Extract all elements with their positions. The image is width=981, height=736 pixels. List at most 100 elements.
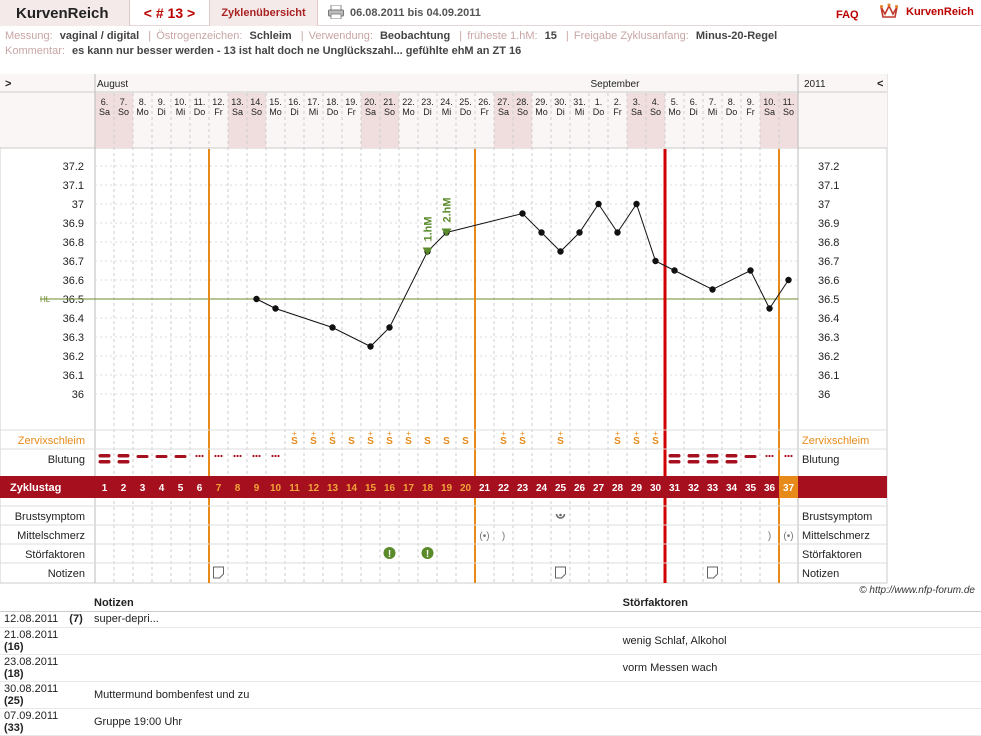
y-tick-right: 36.2	[818, 351, 839, 363]
cycle-day-number: 31	[669, 483, 681, 494]
hm-marker	[422, 247, 433, 256]
note-date: 30.08.2011 (25)	[0, 681, 90, 709]
note-date-text: 07.09.2011	[4, 709, 59, 722]
day-number: 10.	[174, 97, 187, 107]
cycle-switcher[interactable]: < # 13 >	[130, 0, 210, 26]
day-weekday: Do	[194, 107, 206, 117]
note-icon[interactable]	[213, 566, 224, 579]
disturbance-icon	[383, 547, 396, 559]
day-weekday: Do	[726, 107, 738, 117]
nav-next-button[interactable]: <	[877, 78, 883, 90]
day-weekday: Mi	[309, 107, 319, 117]
note-icon[interactable]	[555, 566, 566, 579]
cervix-plus: +	[634, 429, 639, 438]
temperature-point	[557, 248, 564, 255]
weekend-shade	[114, 93, 133, 148]
day-weekday: Di	[556, 107, 565, 117]
bleeding-medium	[155, 455, 168, 458]
cervix-plus: +	[387, 429, 392, 438]
y-tick-right: 36.3	[818, 332, 839, 344]
note-disturbance	[618, 611, 981, 628]
temperature-point	[367, 343, 374, 350]
row-label-breast-right: Brustsymptom	[802, 511, 872, 523]
day-number: 30.	[554, 97, 567, 107]
bleeding-heavy	[725, 454, 738, 458]
oestrogen-label: Östrogenzeichen:	[156, 30, 243, 42]
bleeding-spot	[239, 454, 242, 458]
hm-label: 1.hM	[423, 216, 435, 241]
cervix-code: S	[329, 436, 336, 447]
day-number: 23.	[421, 97, 434, 107]
weekend-shade	[247, 93, 266, 148]
cycle-day-number: 4	[159, 483, 165, 494]
day-number: 8.	[139, 97, 147, 107]
brand-title[interactable]: KurvenReich	[0, 0, 130, 26]
bleeding-spot	[771, 454, 774, 458]
breast-symptom-dot	[559, 513, 562, 517]
day-weekday: So	[118, 107, 129, 117]
y-tick-right: 36.5	[818, 294, 839, 306]
temperature-point	[766, 305, 773, 312]
cycle-day-highlight	[779, 476, 798, 498]
cycle-day-number: 37	[783, 483, 795, 494]
cycle-day-number: 11	[289, 483, 300, 494]
weekend-shade	[228, 93, 247, 148]
temperature-point	[595, 200, 602, 208]
cycle-chart: > <August September 20116.Sa7.So8.Mo9.Di10.…	[0, 74, 888, 584]
nav-prev-button[interactable]: >	[5, 78, 11, 90]
bleeding-spot	[277, 454, 280, 458]
day-weekday: So	[384, 107, 395, 117]
day-number: 3.	[633, 97, 641, 107]
day-weekday: Mo	[269, 107, 282, 117]
date-range: 06.08.2011 bis 04.09.2011	[350, 7, 481, 19]
cycle-overview-link[interactable]: Zyklenübersicht	[210, 0, 318, 26]
y-tick-right: 36.1	[818, 370, 839, 382]
temperature-point	[709, 286, 716, 293]
y-tick-right: 36.9	[818, 218, 839, 230]
freigabe-value: Minus-20-Regel	[695, 30, 778, 42]
y-tick-right: 36.6	[818, 275, 839, 287]
weekend-shade	[513, 93, 532, 148]
cervix-code: S	[291, 436, 298, 447]
day-number: 7.	[120, 97, 128, 107]
day-number: 27.	[497, 97, 510, 107]
logo[interactable]: KurvenReich	[880, 3, 980, 23]
hl-label: HL	[40, 295, 51, 304]
day-weekday: Do	[327, 107, 339, 117]
temperature-point	[272, 305, 279, 312]
bleeding-spot	[255, 454, 258, 458]
bleeding-heavy	[98, 454, 111, 458]
printer-icon[interactable]	[328, 5, 344, 19]
cycle-day-number: 14	[346, 483, 358, 494]
cervix-code: S	[614, 436, 621, 447]
row-label-bleeding: Blutung	[48, 454, 85, 466]
faq-link[interactable]: FAQ	[836, 9, 859, 21]
y-tick-left: 36.5	[63, 294, 84, 306]
cervix-plus: +	[311, 429, 316, 438]
col-disturbances: Störfaktoren	[618, 596, 981, 612]
note-date-text: 23.08.2011	[4, 655, 59, 668]
weekend-shade	[646, 93, 665, 148]
day-number: 25.	[459, 97, 472, 107]
bleeding-heavy	[668, 454, 681, 458]
cervix-code: S	[557, 436, 564, 447]
note-disturbance: wenig Schlaf, Alkohol	[618, 627, 981, 655]
month-label: September	[591, 79, 641, 90]
day-weekday: Do	[593, 107, 605, 117]
note-cycle-day: (7)	[66, 613, 83, 625]
note-date: 23.08.2011 (18)	[0, 654, 90, 682]
note-cycle-day: (25)	[4, 694, 24, 707]
messung-label: Messung:	[5, 30, 53, 42]
kommentar-label: Kommentar:	[5, 45, 65, 57]
temperature-point	[253, 295, 260, 303]
note-icon[interactable]	[707, 566, 718, 579]
bleeding-heavy	[98, 460, 111, 464]
bleeding-spot	[768, 454, 771, 458]
cycle-day-number: 18	[422, 483, 434, 494]
cycle-day-number: 1	[102, 483, 108, 494]
bleeding-spot	[201, 454, 204, 458]
cycle-day-number: 21	[479, 483, 491, 494]
bleeding-spot	[236, 454, 239, 458]
cycle-day-number: 34	[726, 483, 738, 494]
temperature-point	[386, 324, 393, 331]
